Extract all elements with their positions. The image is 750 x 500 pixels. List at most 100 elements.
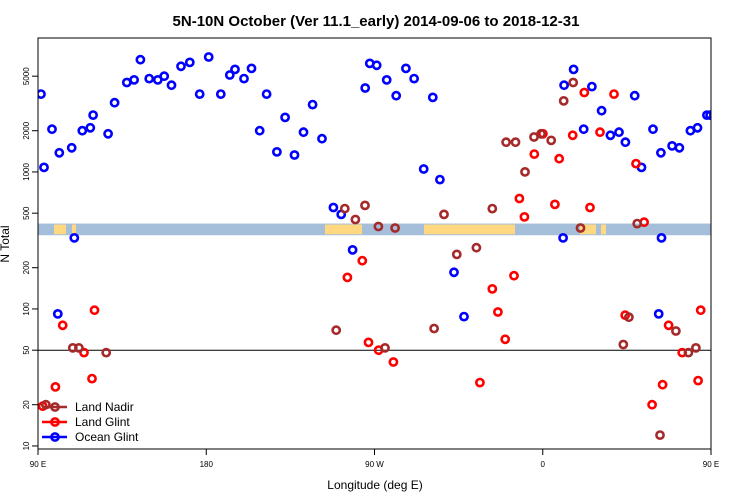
legend-entry: Land Glint xyxy=(42,415,130,429)
x-tick-label: 180 xyxy=(200,460,214,469)
data-point xyxy=(38,89,46,99)
data-point xyxy=(89,305,100,316)
x-axis-label: Longitude (deg E) xyxy=(327,478,422,492)
plot-content xyxy=(38,52,711,440)
data-point xyxy=(631,158,641,169)
data-point xyxy=(567,130,578,141)
land-segment xyxy=(325,224,362,235)
data-point xyxy=(695,305,706,316)
data-point xyxy=(230,64,240,75)
data-point xyxy=(558,96,569,106)
data-point xyxy=(439,209,449,220)
data-point xyxy=(52,308,63,319)
data-point xyxy=(559,80,569,91)
data-point xyxy=(596,105,607,116)
data-point xyxy=(331,325,342,336)
data-point xyxy=(500,334,511,345)
data-point xyxy=(69,232,80,243)
x-tick-label: 90 E xyxy=(30,460,46,469)
data-point xyxy=(57,320,68,331)
data-point xyxy=(529,149,540,159)
data-point xyxy=(459,311,469,322)
data-point xyxy=(624,312,634,323)
land-segment xyxy=(72,224,76,235)
legend-label: Land Glint xyxy=(75,415,130,429)
data-point xyxy=(101,347,112,358)
data-point xyxy=(261,89,272,99)
data-point xyxy=(546,135,557,146)
data-point xyxy=(554,153,565,164)
legend-swatch-marker xyxy=(50,402,60,412)
data-point xyxy=(647,399,657,410)
data-point xyxy=(692,122,703,133)
data-point xyxy=(339,203,350,214)
data-point xyxy=(579,87,590,98)
data-point xyxy=(536,128,546,139)
data-point xyxy=(357,255,368,266)
data-point xyxy=(166,80,177,91)
data-point xyxy=(224,70,235,80)
legend-entry: Ocean Glint xyxy=(42,430,139,444)
data-point xyxy=(400,63,411,74)
y-tick-label: 10 xyxy=(22,441,31,450)
data-point xyxy=(342,272,353,283)
land-segment xyxy=(580,224,596,235)
data-point xyxy=(434,174,445,185)
data-point xyxy=(74,342,84,353)
data-point xyxy=(449,267,459,278)
data-point xyxy=(388,357,399,367)
data-point xyxy=(363,337,374,348)
data-point xyxy=(656,232,667,243)
data-point xyxy=(691,342,701,353)
legend-label: Land Nadir xyxy=(75,400,134,414)
data-point xyxy=(194,89,205,99)
data-point xyxy=(39,162,49,173)
data-point xyxy=(77,125,88,136)
data-point xyxy=(418,164,429,174)
x-tick-label: 90 W xyxy=(365,460,384,469)
data-point xyxy=(87,373,97,384)
data-point xyxy=(605,130,616,141)
data-point xyxy=(347,244,358,255)
data-point xyxy=(501,137,511,148)
data-point xyxy=(705,110,711,120)
data-point xyxy=(693,375,703,386)
legend-swatch-marker xyxy=(50,417,60,427)
data-point xyxy=(683,347,694,358)
data-point xyxy=(550,199,560,210)
legend-swatch-marker xyxy=(50,432,60,442)
data-point xyxy=(519,211,530,222)
x-axis: 90 E 180 90 W 0 90 E xyxy=(30,449,719,469)
data-point xyxy=(88,110,98,120)
data-point xyxy=(380,342,390,353)
y-tick-label: 1000 xyxy=(22,162,31,180)
data-point xyxy=(246,63,257,74)
land-segment xyxy=(54,224,66,235)
data-point xyxy=(360,200,370,211)
data-point xyxy=(409,73,419,84)
data-point xyxy=(373,221,384,232)
y-tick-label: 5000 xyxy=(22,67,31,85)
data-point xyxy=(427,92,438,103)
data-point xyxy=(656,147,666,158)
x-tick-label: 0 xyxy=(541,460,546,469)
data-point xyxy=(103,128,113,139)
data-point xyxy=(328,202,339,213)
y-tick-label: 50 xyxy=(22,345,31,354)
data-point xyxy=(451,249,462,260)
data-point xyxy=(514,193,525,204)
data-point xyxy=(317,133,327,144)
data-point xyxy=(144,73,155,84)
data-point xyxy=(595,127,605,138)
x-tick-label: 90 E xyxy=(703,460,719,469)
y-tick-label: 200 xyxy=(22,260,31,274)
land-segment xyxy=(601,224,606,235)
data-point xyxy=(657,379,668,390)
data-point xyxy=(350,214,361,225)
data-point xyxy=(360,83,371,93)
data-point xyxy=(487,203,498,214)
data-point xyxy=(674,142,685,153)
data-point xyxy=(371,60,382,71)
data-point xyxy=(135,54,146,65)
